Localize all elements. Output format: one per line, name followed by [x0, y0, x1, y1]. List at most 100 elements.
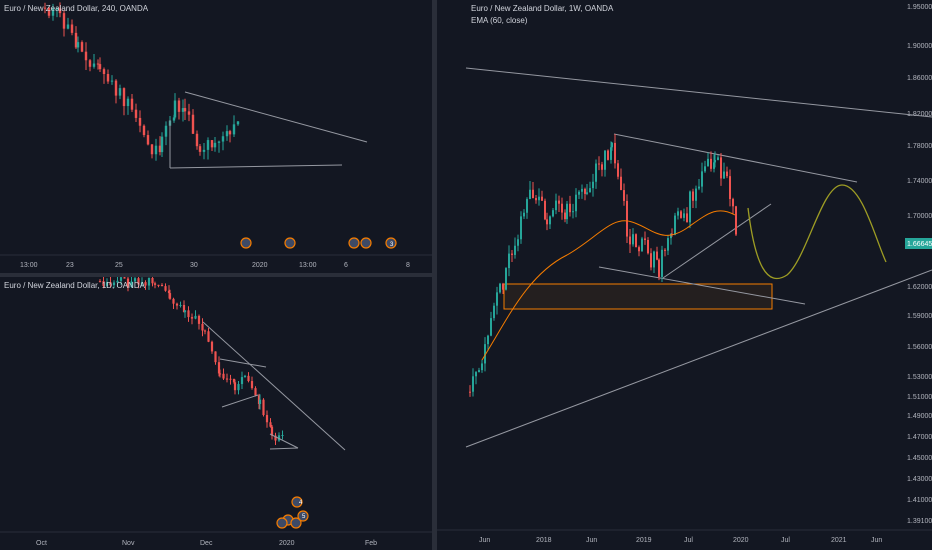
candle — [656, 251, 658, 260]
chart-pane-w1[interactable]: 1.95000 1.90000 1.86000 1.82000 1.78000 1.740… — [437, 0, 932, 550]
candle — [210, 140, 214, 148]
candle — [137, 278, 140, 285]
trendline-lower — [169, 164, 343, 169]
time-axis-label: Oct — [36, 540, 47, 547]
candle — [269, 422, 272, 427]
candle — [194, 315, 197, 319]
time-axis-label: Jun — [586, 537, 597, 544]
candle — [164, 286, 167, 291]
candle — [47, 7, 51, 16]
trendline-bottom — [465, 269, 932, 448]
candle — [552, 210, 554, 217]
price-axis-label: 1.59000 — [907, 313, 932, 320]
candle — [704, 166, 706, 172]
candle — [532, 189, 534, 199]
time-axis-label: Jun — [871, 537, 882, 544]
candle — [213, 142, 217, 148]
last-price-label: 1.66645 — [907, 241, 932, 248]
candle — [225, 378, 229, 380]
candle — [177, 100, 181, 112]
candle — [592, 181, 594, 189]
candle — [98, 281, 102, 283]
time-axis-label: 13:00 — [299, 262, 317, 269]
price-axis-label: 1.45000 — [907, 455, 932, 462]
candle — [164, 125, 168, 137]
candle — [70, 24, 74, 33]
time-axis-label: 6 — [344, 262, 348, 269]
candle — [197, 315, 201, 324]
candle — [51, 8, 55, 16]
candle — [119, 277, 123, 281]
candle — [617, 163, 619, 177]
candle — [102, 281, 105, 286]
time-axis-label: 2018 — [536, 537, 552, 544]
time-axis-label: Jul — [684, 537, 693, 544]
candle — [66, 24, 70, 29]
candle — [203, 330, 207, 332]
chart-title-w1: Euro / New Zealand Dollar, 1W, OANDA — [471, 4, 614, 13]
candle — [475, 372, 477, 377]
candle — [549, 216, 551, 225]
price-axis-label: 1.56000 — [907, 344, 932, 351]
event-marker — [284, 237, 296, 249]
candle — [281, 434, 284, 436]
candle — [469, 391, 471, 393]
candle — [511, 253, 513, 255]
candle — [555, 200, 557, 211]
candle — [496, 292, 498, 306]
price-axis-label: 1.47000 — [907, 434, 932, 441]
chart-w1-canvas[interactable]: 1.95000 1.90000 1.86000 1.82000 1.78000 1.740… — [437, 0, 932, 550]
horizontal-pane-divider[interactable] — [0, 273, 432, 277]
time-axis-label: Feb — [365, 540, 377, 547]
candle — [43, 7, 47, 9]
candle — [210, 341, 214, 352]
candle — [225, 131, 229, 137]
candle — [270, 426, 274, 436]
wedge-line-upper — [219, 358, 267, 368]
candle — [607, 150, 609, 160]
candle — [243, 375, 247, 378]
candle — [664, 249, 666, 251]
chart-pane-d1[interactable]: 1.730001.720001.710001.700001.690001.680… — [0, 277, 432, 550]
candle — [595, 163, 597, 182]
candle — [641, 238, 643, 252]
vertical-pane-divider[interactable] — [432, 0, 437, 550]
candle — [526, 199, 528, 213]
candle — [187, 310, 190, 318]
event-marker-count: 4 — [299, 500, 303, 506]
time-axis-label: 2020 — [733, 537, 749, 544]
candle — [76, 42, 80, 48]
chart-h4-canvas[interactable]: 1.675001.671001.667001.663001.660001.657… — [0, 0, 432, 273]
candle — [130, 281, 133, 287]
chart-pane-h4[interactable]: 1.675001.671001.667001.663001.660001.657… — [0, 0, 432, 273]
candle — [707, 158, 709, 167]
chart-d1-canvas[interactable]: 1.730001.720001.710001.700001.690001.680… — [0, 277, 432, 550]
candle — [493, 305, 495, 319]
ema-line — [481, 210, 736, 361]
candle — [508, 253, 510, 269]
candle — [677, 211, 679, 216]
candle — [517, 239, 519, 246]
price-axis-label: 1.70000 — [907, 213, 932, 220]
candle — [569, 203, 571, 213]
candle — [172, 117, 176, 121]
candle — [179, 305, 182, 307]
candle — [228, 131, 232, 135]
trendline-upper — [202, 321, 346, 451]
event-marker — [360, 237, 372, 249]
candle — [478, 370, 480, 373]
time-axis-label: 2020 — [279, 540, 295, 547]
candle — [151, 277, 154, 284]
candle — [538, 196, 540, 201]
candle — [713, 162, 715, 169]
price-axis-label: 1.49000 — [907, 413, 932, 420]
candle — [720, 157, 722, 179]
candle — [689, 191, 691, 223]
candle — [561, 203, 563, 213]
candle — [653, 251, 655, 268]
candle — [604, 150, 606, 170]
candle — [144, 282, 147, 286]
candle — [229, 378, 232, 380]
candle — [221, 136, 225, 142]
candle — [695, 188, 697, 201]
